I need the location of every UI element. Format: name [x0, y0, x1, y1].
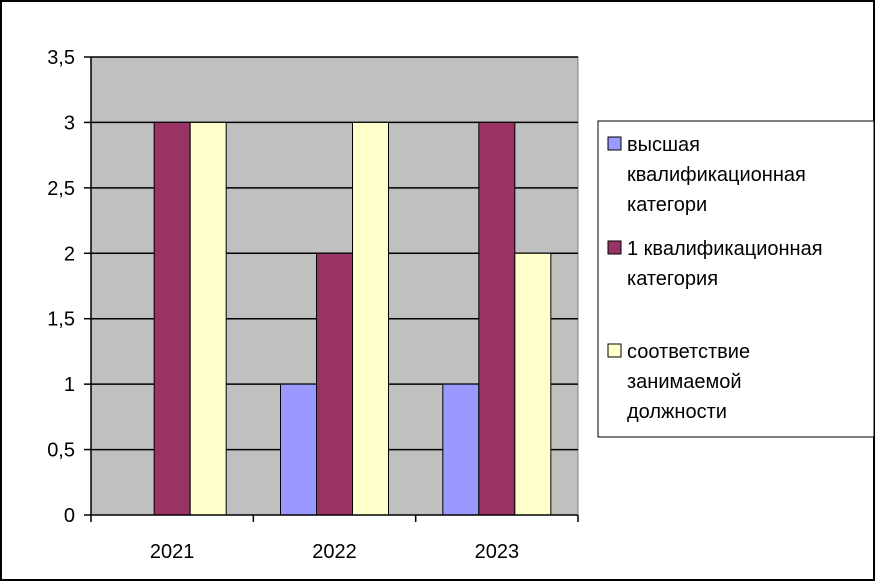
x-tick-label: 2022: [312, 541, 357, 563]
legend-label-series-1: высшая: [627, 134, 700, 156]
legend-box: [597, 120, 875, 438]
y-tick-label: 2: [64, 243, 75, 265]
y-tick-label: 0,5: [47, 440, 75, 462]
legend: высшая квалификационная категори 1 квалифик…: [597, 120, 875, 438]
x-tick-label: 2023: [475, 541, 520, 563]
legend-swatch-series-3: [607, 343, 622, 358]
legend-label-series-3: должности: [627, 401, 727, 423]
y-tick-label: 3: [64, 112, 75, 134]
legend-label-series-3: занимаемой: [627, 371, 742, 393]
y-tick-labels: 0 0,5 1 1,5 2 2,5 3 3,5: [47, 47, 75, 527]
bar-2021-series-3: [189, 121, 227, 516]
legend-label-series-2: 1 квалификационная: [627, 238, 823, 260]
x-tick-labels: 2021 2022 2023: [150, 541, 519, 563]
legend-swatch-series-2: [607, 240, 622, 255]
bar-2022-series-2: [316, 252, 353, 516]
bars: [153, 121, 552, 516]
y-tick-label: 1,5: [47, 309, 75, 331]
bar-2023-series-3: [514, 252, 552, 516]
y-tick-label: 1: [64, 374, 75, 396]
bar-2023-series-2: [478, 121, 516, 516]
bar-2022-series-3: [352, 121, 389, 516]
bar-2023-series-1: [442, 383, 480, 516]
legend-swatch-series-1: [607, 136, 622, 151]
axes: [84, 56, 579, 522]
y-tick-label: 2,5: [47, 178, 75, 200]
legend-label-series-3: соответствие: [627, 341, 750, 363]
legend-label-series-2: категория: [627, 268, 718, 290]
bar-2021-series-2: [153, 121, 191, 516]
legend-label-series-1: категори: [627, 194, 707, 216]
y-tick-label: 3,5: [47, 47, 75, 69]
bar-2022-series-1: [280, 383, 317, 516]
legend-label-series-1: квалификационная: [627, 164, 806, 186]
y-tick-label: 0: [64, 505, 75, 527]
x-tick-label: 2021: [150, 541, 195, 563]
